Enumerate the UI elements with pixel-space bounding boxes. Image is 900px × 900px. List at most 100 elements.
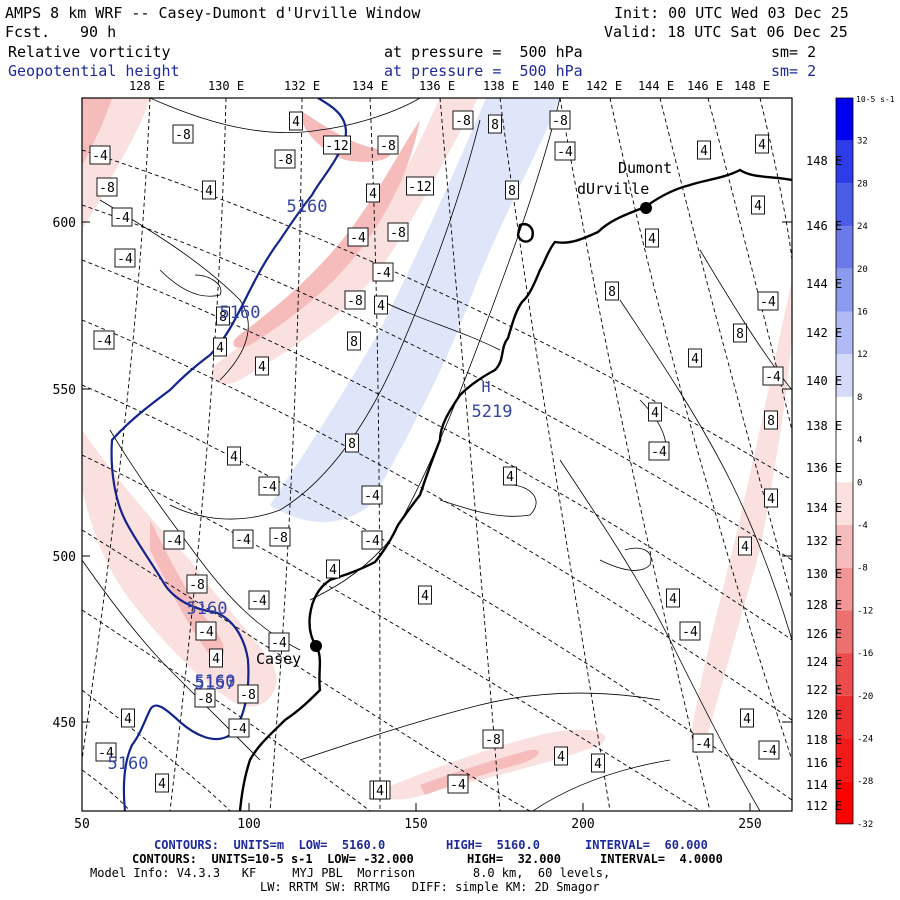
svg-text:-8: -8	[390, 226, 406, 241]
contour-value-label: -8	[172, 124, 194, 144]
colorbar-segment	[836, 781, 853, 824]
svg-text:-8: -8	[485, 733, 501, 748]
svg-text:4: 4	[741, 540, 749, 555]
svg-text:-4: -4	[235, 533, 251, 548]
contour-value-label: 8	[764, 410, 778, 430]
svg-text:4: 4	[158, 777, 166, 792]
contour-value-label: -8	[482, 729, 504, 749]
top-longitude-label: 128 E	[129, 79, 165, 93]
colorbar-segment	[836, 610, 853, 654]
svg-text:4: 4	[691, 352, 699, 367]
svg-text:-4: -4	[198, 625, 214, 640]
field2-smoothing: sm= 2	[771, 62, 817, 80]
field2-name: Geopotential height	[8, 62, 180, 80]
negative-vorticity-band	[211, 98, 478, 385]
right-longitude-label: 114 E	[806, 778, 842, 792]
field1-name: Relative vorticity	[8, 43, 171, 61]
svg-text:-4: -4	[231, 722, 247, 737]
contour-value-label: 8	[345, 433, 359, 453]
colorbar-segment	[836, 482, 853, 525]
right-longitude-label: 146 E	[806, 219, 842, 233]
contour-value-label: -8	[344, 290, 366, 310]
right-longitude-label: 126 E	[806, 627, 842, 641]
contour-value-label: 4	[591, 753, 605, 773]
svg-text:-8: -8	[175, 128, 191, 143]
high-pressure-marker: H	[481, 378, 490, 396]
colorbar-tick-label: -20	[857, 692, 873, 702]
svg-text:-4: -4	[98, 746, 114, 761]
svg-text:4: 4	[292, 115, 300, 130]
right-longitude-label: 148 E	[806, 154, 842, 168]
svg-text:-4: -4	[114, 211, 130, 226]
contour-value-label: -4	[258, 476, 280, 496]
top-longitude-label: 144 E	[638, 79, 674, 93]
contour-value-label: 4	[645, 228, 659, 248]
contour-value-label: 4	[554, 746, 568, 766]
footer-height-high: HIGH= 5160.0	[446, 838, 540, 852]
contour-value-label: -4	[762, 366, 784, 386]
x-axis-tick-label: 200	[571, 817, 594, 832]
colorbar-tick-label: 16	[857, 308, 868, 318]
contour-value-label: -4	[758, 740, 780, 760]
contour-value-label: -8	[387, 222, 409, 242]
colorbar-segment	[836, 738, 853, 782]
contour-value-label: 4	[155, 773, 169, 793]
contour-value-label: -4	[268, 632, 290, 652]
svg-text:-8: -8	[240, 688, 256, 703]
svg-text:8: 8	[508, 184, 516, 199]
colorbar-tick-label: 24	[857, 222, 868, 232]
svg-text:-8: -8	[277, 153, 293, 168]
contour-value-label: -4	[111, 207, 133, 227]
contour-value-label: -8	[96, 177, 118, 197]
svg-text:-8: -8	[197, 692, 213, 707]
svg-text:-12: -12	[408, 180, 431, 195]
place-label-durville: dUrville	[577, 180, 649, 198]
contour-value-label: -4	[93, 330, 115, 350]
height-contour-label: 5160	[220, 303, 261, 323]
colorbar-segment	[836, 140, 853, 184]
contour-value-label: 4	[255, 356, 269, 376]
contour-value-label: -4	[757, 291, 779, 311]
contour-value-label: 4	[648, 402, 662, 422]
top-longitude-label: 130 E	[208, 79, 244, 93]
colorbar-segment	[836, 653, 853, 696]
svg-text:-4: -4	[350, 231, 366, 246]
contour-value-label: 4	[740, 708, 754, 728]
colorbar-segment	[836, 354, 853, 397]
dumont-durville-station-marker	[640, 202, 652, 214]
y-axis-ticks	[82, 221, 792, 723]
svg-text:4: 4	[216, 341, 224, 356]
svg-text:-4: -4	[117, 252, 133, 267]
colorbar-segment	[836, 439, 853, 483]
footer-vorticity-interval: INTERVAL= 4.0000	[600, 852, 723, 866]
svg-text:-8: -8	[347, 294, 363, 309]
colorbar-segment	[836, 268, 853, 312]
top-longitude-label: 136 E	[419, 79, 455, 93]
right-longitude-label: 120 E	[806, 708, 842, 722]
svg-text:4: 4	[506, 470, 514, 485]
height-contour-label: 5160	[195, 672, 236, 692]
height-contour-label: 5160	[108, 754, 149, 774]
x-axis-tick-label: 150	[404, 817, 427, 832]
contour-value-label: -4	[89, 145, 111, 165]
right-longitude-label: 136 E	[806, 461, 842, 475]
right-longitude-label: 128 E	[806, 598, 842, 612]
colorbar-frame	[835, 97, 854, 825]
y-axis-tick-label: 500	[53, 550, 76, 565]
contour-value-label: -12	[323, 135, 351, 155]
svg-text:4: 4	[594, 757, 602, 772]
contour-value-label: 4	[751, 195, 765, 215]
svg-text:4: 4	[758, 138, 766, 153]
negative-vorticity-band	[82, 430, 277, 707]
contour-value-label: 4	[738, 536, 752, 556]
contour-value-label: 4	[373, 780, 387, 800]
contour-value-label: -8	[274, 149, 296, 169]
top-longitude-label: 146 E	[687, 79, 723, 93]
colorbar-segment	[836, 396, 853, 440]
height-contour-label: 5160	[287, 197, 328, 217]
svg-text:-8: -8	[380, 139, 396, 154]
contour-value-label: -8	[194, 688, 216, 708]
contour-value-label: 8	[505, 180, 519, 200]
svg-text:8: 8	[350, 335, 358, 350]
svg-text:4: 4	[754, 199, 762, 214]
